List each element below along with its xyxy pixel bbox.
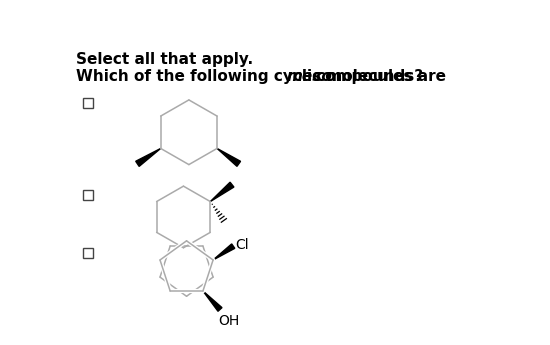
Polygon shape bbox=[213, 244, 235, 260]
Polygon shape bbox=[210, 182, 234, 201]
Text: Which of the following cyclic molecules are: Which of the following cyclic molecules … bbox=[76, 69, 452, 84]
Bar bbox=[82, 248, 93, 258]
Text: Cl: Cl bbox=[235, 238, 249, 252]
Text: meso: meso bbox=[287, 69, 332, 84]
Text: compounds?: compounds? bbox=[311, 69, 424, 84]
Polygon shape bbox=[217, 148, 240, 166]
Bar bbox=[82, 190, 93, 200]
Bar bbox=[82, 98, 93, 108]
Polygon shape bbox=[203, 291, 222, 311]
Text: Select all that apply.: Select all that apply. bbox=[76, 52, 254, 67]
Polygon shape bbox=[136, 148, 161, 166]
Text: OH: OH bbox=[218, 314, 240, 328]
